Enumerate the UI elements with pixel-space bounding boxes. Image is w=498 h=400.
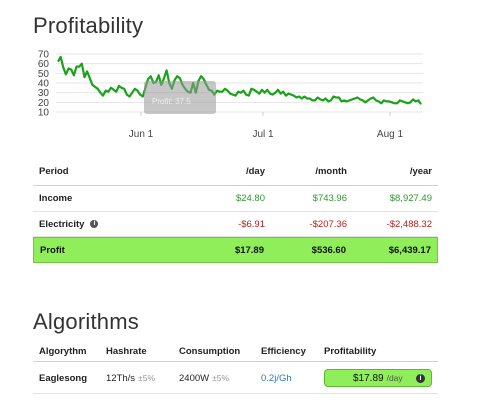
y-tick-label: 60 — [38, 59, 50, 70]
header-period: Period — [39, 166, 69, 177]
x-tick-label: Aug 1 — [377, 129, 404, 140]
profitability-badge-unit: /day — [386, 373, 403, 383]
x-tick-label: Jul 1 — [252, 129, 274, 140]
table-row-income: Income $24.80 $743.96 $8,927.49 — [33, 186, 438, 212]
y-tick-label: 50 — [38, 69, 50, 80]
profitability-badge[interactable]: $17.89/day i — [324, 369, 432, 387]
income-day: $24.80 — [235, 193, 265, 204]
x-tick-label: Jun 1 — [129, 129, 154, 140]
consumption-cell: 2400W ±5% — [179, 373, 229, 384]
electricity-cell: Electricity i — [39, 218, 99, 230]
profit-day: $17.89 — [234, 244, 264, 256]
profit-year: $6,439.17 — [388, 244, 431, 256]
chart-grid — [56, 53, 423, 113]
hashrate-tolerance: ±5% — [138, 373, 155, 383]
table-row-electricity: Electricity i -$6.91 -$207.36 -$2,488.32 — [33, 212, 438, 237]
hashrate-value: 12Th/s — [106, 373, 136, 384]
table-header-row: Period /day /month /year — [33, 158, 438, 186]
info-icon[interactable]: i — [416, 374, 425, 383]
table-row-profit: Profit $17.89 $536.60 $6,439.17 — [33, 237, 438, 263]
y-tick-label: 30 — [38, 88, 50, 99]
header-algorithm: Algorythm — [39, 346, 87, 357]
consumption-tolerance: ±5% — [212, 373, 230, 383]
income-year: $8,927.49 — [389, 193, 432, 204]
header-month: /month — [315, 166, 347, 177]
y-tick-label: 10 — [38, 108, 50, 119]
header-consumption: Consumption — [179, 346, 241, 357]
header-year: /year — [409, 166, 432, 177]
profitability-badge-value: $17.89 — [353, 373, 384, 384]
chart-tooltip-text: Profit: 37.5 — [152, 97, 191, 106]
electricity-day: -$6.91 — [238, 218, 265, 230]
profitability-badge-text: $17.89/day — [353, 373, 403, 384]
income-month: $743.96 — [312, 193, 347, 204]
header-efficiency: Efficiency — [261, 346, 306, 357]
hashrate-cell: 12Th/s ±5% — [106, 373, 155, 384]
efficiency-value: 0.2j/Gh — [261, 373, 292, 384]
electricity-month: -$207.36 — [309, 218, 347, 230]
table-row: Eaglesong 12Th/s ±5% 2400W ±5% 0.2j/Gh $17… — [33, 362, 438, 394]
y-tick-label: 70 — [38, 50, 50, 61]
header-profitability: Profitability — [324, 346, 377, 357]
y-tick-label: 40 — [38, 79, 50, 90]
electricity-year: -$2,488.32 — [386, 218, 432, 230]
header-hashrate: Hashrate — [106, 346, 147, 357]
chart-tooltip: Profit: 37.5 — [144, 81, 216, 114]
income-label: Income — [39, 193, 73, 204]
profit-month: $536.60 — [311, 244, 346, 256]
chart-x-axis: Jun 1 Jul 1 Aug 1 — [129, 112, 404, 140]
header-day: /day — [245, 166, 265, 177]
algorithms-title: Algorithms — [33, 309, 139, 334]
profitability-title: Profitability — [33, 13, 144, 38]
algorithm-name: Eaglesong — [39, 373, 88, 384]
profit-label: Profit — [40, 244, 65, 256]
electricity-label: Electricity — [39, 218, 85, 230]
algorithms-header-row: Algorythm Hashrate Consumption Efficienc… — [33, 340, 438, 362]
y-tick-label: 20 — [38, 98, 50, 109]
chart-series-line — [57, 55, 422, 105]
info-icon[interactable]: i — [90, 219, 99, 228]
consumption-value: 2400W — [179, 373, 210, 384]
